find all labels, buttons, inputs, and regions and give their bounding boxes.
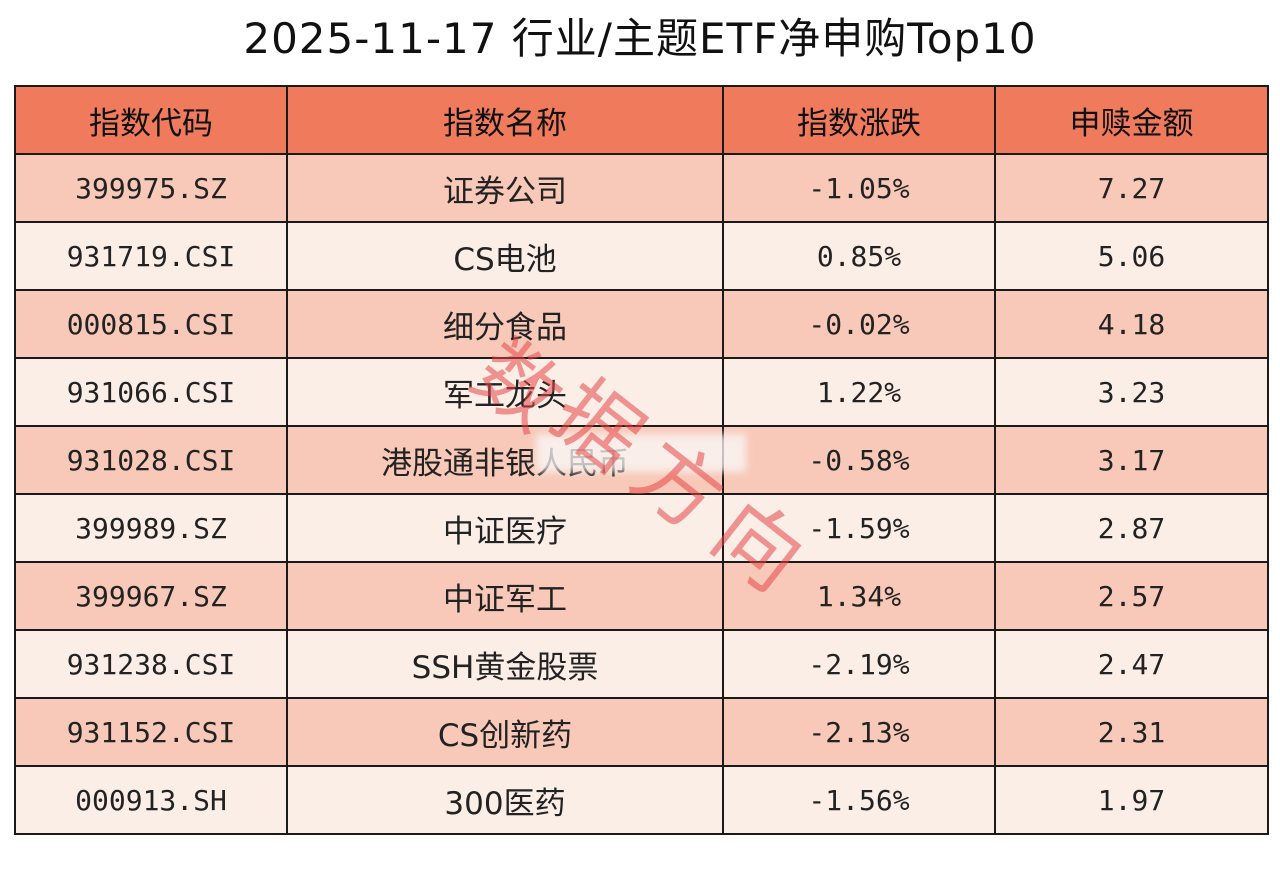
cell-code: 000913.SH: [14, 765, 288, 835]
cell-amount: 4.18: [994, 289, 1269, 359]
cell-code: 399975.SZ: [14, 153, 288, 223]
cell-code: 931066.CSI: [14, 357, 288, 427]
table-row: 399989.SZ 中证医疗 -1.59% 2.87: [14, 493, 1269, 563]
cell-amount: 2.87: [994, 493, 1269, 563]
table-row: 931238.CSI SSH黄金股票 -2.19% 2.47: [14, 629, 1269, 699]
cell-amount: 5.06: [994, 221, 1269, 291]
cell-amount: 7.27: [994, 153, 1269, 223]
cell-change: -2.13%: [722, 697, 996, 767]
table-row: 000913.SH 300医药 -1.56% 1.97: [14, 765, 1269, 835]
cell-change: -1.05%: [722, 153, 996, 223]
header-change: 指数涨跌: [722, 85, 996, 155]
table-row: 931028.CSI 港股通非银人民币 -0.58% 3.17: [14, 425, 1269, 495]
cell-amount: 1.97: [994, 765, 1269, 835]
cell-name: 细分食品: [286, 289, 724, 359]
cell-amount: 2.57: [994, 561, 1269, 631]
cell-name: 港股通非银人民币: [286, 425, 724, 495]
cell-code: 931028.CSI: [14, 425, 288, 495]
cell-name: 证券公司: [286, 153, 724, 223]
cell-amount: 3.17: [994, 425, 1269, 495]
cell-code: 000815.CSI: [14, 289, 288, 359]
table-row: 931066.CSI 军工龙头 1.22% 3.23: [14, 357, 1269, 427]
cell-change: 1.34%: [722, 561, 996, 631]
cell-change: -0.02%: [722, 289, 996, 359]
cell-amount: 3.23: [994, 357, 1269, 427]
header-amount: 申赎金额: [994, 85, 1269, 155]
cell-code: 931719.CSI: [14, 221, 288, 291]
header-name: 指数名称: [286, 85, 724, 155]
cell-code: 399967.SZ: [14, 561, 288, 631]
cell-name: SSH黄金股票: [286, 629, 724, 699]
cell-name: 300医药: [286, 765, 724, 835]
cell-code: 931152.CSI: [14, 697, 288, 767]
cell-code: 399989.SZ: [14, 493, 288, 563]
cell-code: 931238.CSI: [14, 629, 288, 699]
cell-change: -2.19%: [722, 629, 996, 699]
table-row: 931719.CSI CS电池 0.85% 5.06: [14, 221, 1269, 291]
table-row: 399967.SZ 中证军工 1.34% 2.57: [14, 561, 1269, 631]
table-row: 399975.SZ 证券公司 -1.05% 7.27: [14, 153, 1269, 223]
cell-change: -1.59%: [722, 493, 996, 563]
header-code: 指数代码: [14, 85, 288, 155]
cell-name: 中证军工: [286, 561, 724, 631]
table-header-row: 指数代码 指数名称 指数涨跌 申赎金额: [14, 85, 1269, 155]
chart-title: 2025-11-17 行业/主题ETF净申购Top10: [243, 14, 1037, 63]
etf-table: 指数代码 指数名称 指数涨跌 申赎金额 399975.SZ 证券公司 -1.05…: [14, 85, 1269, 835]
cell-name: 中证医疗: [286, 493, 724, 563]
table-row: 931152.CSI CS创新药 -2.13% 2.31: [14, 697, 1269, 767]
cell-amount: 2.47: [994, 629, 1269, 699]
cell-name: CS电池: [286, 221, 724, 291]
cell-change: 0.85%: [722, 221, 996, 291]
cell-change: 1.22%: [722, 357, 996, 427]
cell-name: CS创新药: [286, 697, 724, 767]
cell-amount: 2.31: [994, 697, 1269, 767]
cell-name: 军工龙头: [286, 357, 724, 427]
table-row: 000815.CSI 细分食品 -0.02% 4.18: [14, 289, 1269, 359]
cell-change: -0.58%: [722, 425, 996, 495]
cell-change: -1.56%: [722, 765, 996, 835]
